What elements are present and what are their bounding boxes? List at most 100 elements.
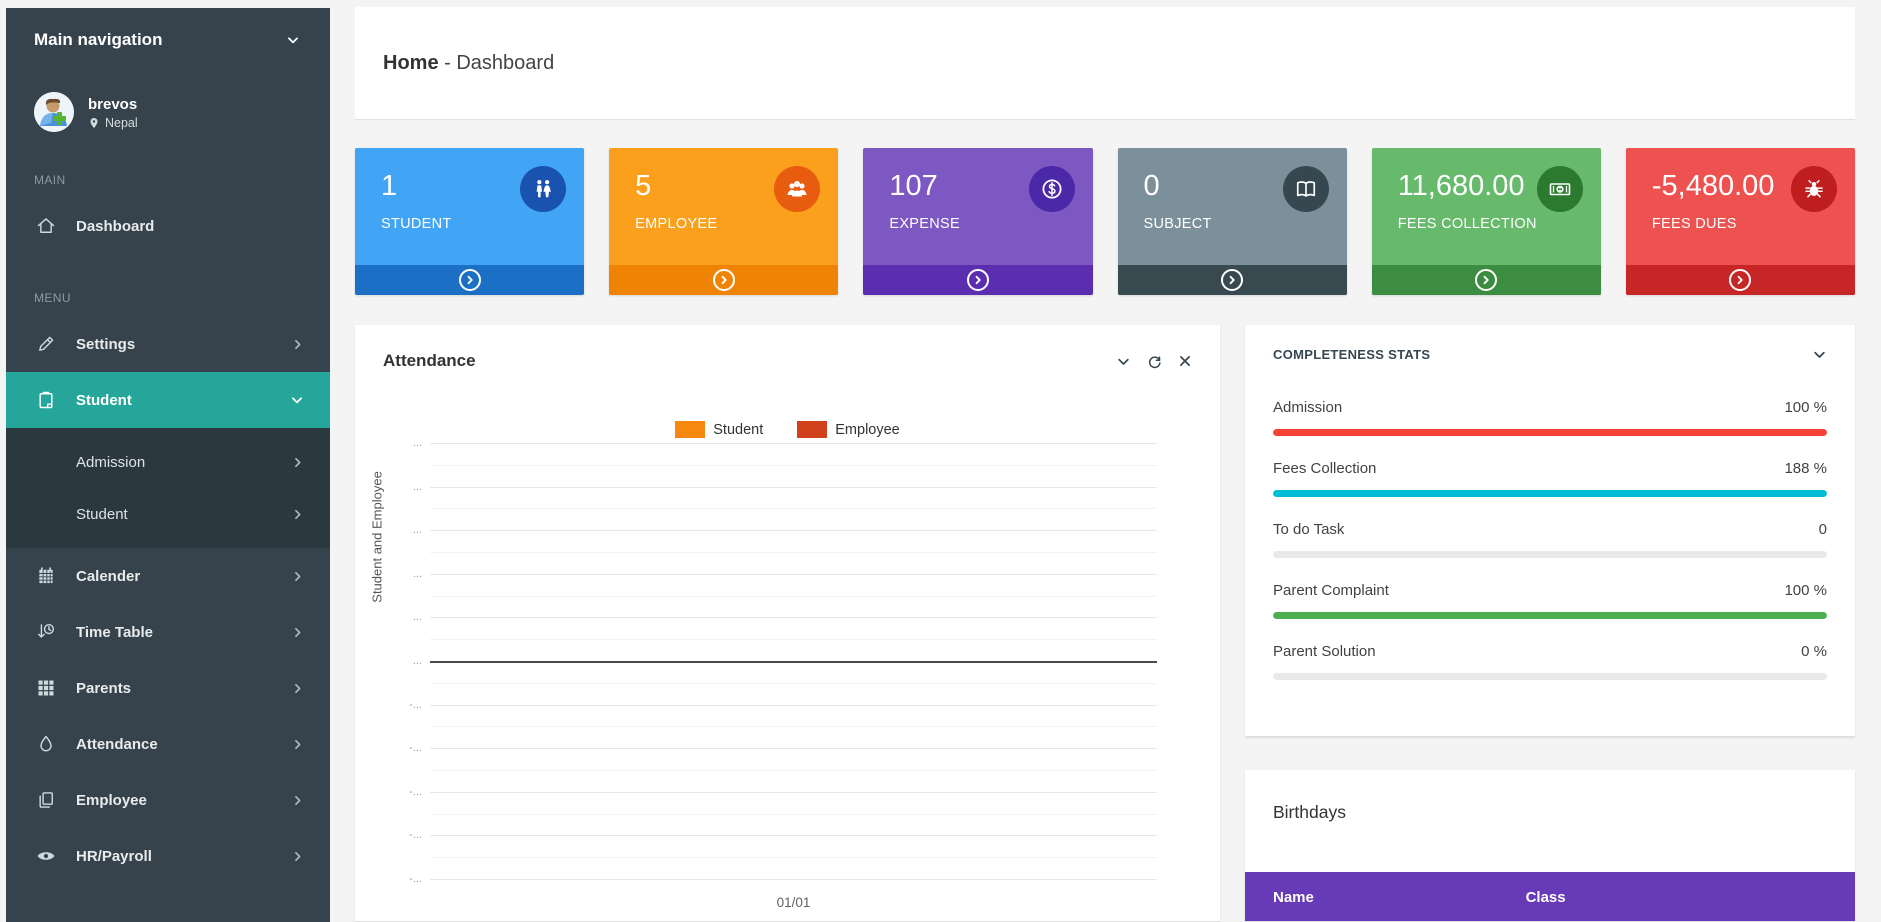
stat-card-more-link[interactable]: [1371, 265, 1601, 295]
breadcrumb: Home - Dashboard: [383, 52, 554, 75]
sidebar: Main navigation brevos: [6, 8, 330, 922]
stat-label: EXPENSE: [889, 216, 960, 232]
legend-label: Employee: [835, 421, 900, 438]
refresh-icon[interactable]: [1147, 354, 1162, 369]
sidebar-section-label: MENU: [34, 291, 71, 305]
arrow-right-circle-icon: [712, 269, 735, 291]
sidebar-item-label: Attendance: [76, 735, 158, 753]
chart-gridline: [430, 508, 1157, 510]
pencil-icon: [36, 333, 58, 355]
stat-cards-row: 1 STUDENT 5 EMPLOYEE 107 EXPENSE 0 SUBJECT 11,68…: [355, 148, 1856, 295]
droplet-icon: [36, 733, 58, 755]
chevron-right-icon: [291, 738, 304, 751]
legend-swatch: [675, 421, 706, 438]
progress-bar: [1273, 490, 1827, 497]
arrow-right-circle-icon: [1475, 269, 1498, 291]
attendance-panel: Attendance Student Employee 01/01 .......…: [355, 325, 1220, 922]
chevron-down-icon: [290, 393, 304, 407]
legend-item-employee[interactable]: Employee: [797, 421, 900, 438]
close-icon[interactable]: [1178, 354, 1192, 369]
stat-card-more-link[interactable]: [1625, 265, 1856, 295]
arrow-right-circle-icon: [966, 269, 989, 291]
sidebar-item-label: Calender: [76, 567, 141, 585]
birthdays-column-class: Class: [1525, 888, 1566, 906]
sidebar-subitem-student[interactable]: Student: [6, 488, 330, 540]
chart-gridline: [430, 464, 1157, 466]
completeness-label: Parent Complaint: [1273, 582, 1389, 599]
sidebar-item-time-table[interactable]: Time Table: [6, 604, 330, 660]
collapse-chevron-icon[interactable]: [1116, 354, 1131, 369]
banknote-icon: [1536, 166, 1583, 212]
stat-card-more-link[interactable]: [609, 265, 839, 295]
user-location: Nepal: [105, 116, 138, 131]
completeness-value: 188 %: [1784, 460, 1827, 477]
sidebar-item-settings[interactable]: Settings: [6, 316, 330, 372]
y-axis-tick-label: -...: [409, 742, 422, 755]
sidebar-item-attendance[interactable]: Attendance: [6, 716, 330, 772]
y-axis-tick-label: ...: [412, 480, 422, 493]
stat-value: 0: [1143, 170, 1160, 202]
chart-gridline: [430, 682, 1157, 684]
sidebar-item-student[interactable]: Student: [6, 372, 330, 428]
pages-icon: [36, 789, 58, 811]
legend-label: Student: [713, 421, 764, 438]
calendar-icon: [36, 565, 58, 587]
progress-bar: [1273, 673, 1827, 680]
completeness-row-to-do-task: To do Task 0: [1273, 521, 1827, 558]
chart-gridline: [430, 770, 1157, 771]
sidebar-subitem-label: Student: [76, 505, 128, 523]
chart-gridline: [430, 443, 1157, 444]
sidebar-item-label: Dashboard: [76, 217, 155, 235]
sidebar-subitem-label: Admission: [76, 453, 146, 471]
stat-label: FEES COLLECTION: [1397, 216, 1537, 232]
avatar[interactable]: [34, 92, 74, 132]
sidebar-item-label: Parents: [76, 679, 132, 697]
sidebar-item-parents[interactable]: Parents: [6, 660, 330, 716]
sidebar-item-label: Settings: [76, 335, 136, 353]
completeness-row-fees-collection: Fees Collection 188 %: [1273, 460, 1827, 497]
legend-swatch: [797, 421, 828, 438]
legend-item-student[interactable]: Student: [675, 421, 763, 438]
grid-icon: [36, 677, 58, 699]
completeness-row-parent-complaint: Parent Complaint 100 %: [1273, 582, 1827, 619]
stat-card-more-link[interactable]: [1117, 265, 1347, 295]
chart-gridline: [430, 704, 1157, 706]
sidebar-item-employee[interactable]: Employee: [6, 772, 330, 828]
completeness-label: Parent Solution: [1273, 643, 1376, 660]
home-icon: [36, 215, 58, 237]
users-group-icon: [774, 166, 821, 212]
birthdays-panel: Birthdays Name Class: [1245, 770, 1855, 922]
chevron-right-icon: [291, 508, 304, 521]
stat-value: 5: [635, 170, 652, 202]
location-pin-icon: [88, 116, 100, 130]
clipboard-icon: [36, 389, 58, 411]
chart-gridline: [430, 813, 1157, 815]
stat-card-fees-dues: -5,480.00 FEES DUES: [1625, 148, 1856, 295]
y-axis-tick-label: -...: [409, 829, 422, 842]
sidebar-item-dashboard[interactable]: Dashboard: [6, 198, 330, 254]
chevron-down-icon[interactable]: [1812, 347, 1827, 362]
sidebar-title-bar[interactable]: Main navigation: [6, 8, 330, 72]
chevron-right-icon: [291, 850, 304, 863]
y-axis-tick-label: -...: [409, 873, 422, 885]
sidebar-item-calender[interactable]: Calender: [6, 548, 330, 604]
sidebar-item-hr-payroll[interactable]: HR/Payroll: [6, 828, 330, 884]
stat-card-more-link[interactable]: [863, 265, 1093, 295]
chart-zero-line: [430, 661, 1157, 663]
stat-card-fees-collection: 11,680.00 FEES COLLECTION: [1371, 148, 1601, 295]
chart-gridline: [430, 791, 1157, 793]
dollar-circle-icon: [1028, 166, 1075, 212]
stat-card-student: 1 STUDENT: [355, 148, 585, 295]
sidebar-subitem-admission[interactable]: Admission: [6, 436, 330, 488]
stat-value: 11,680.00: [1397, 170, 1525, 202]
stat-card-more-link[interactable]: [355, 265, 585, 295]
stat-card-employee: 5 EMPLOYEE: [609, 148, 839, 295]
breadcrumb-home[interactable]: Home: [383, 51, 439, 74]
completeness-row-admission: Admission 100 %: [1273, 399, 1827, 436]
attendance-chart: 01/01 .................. -... -... -... -...…: [409, 437, 1157, 910]
chevron-right-icon: [291, 626, 304, 639]
birthdays-column-name: Name: [1273, 888, 1314, 906]
chart-legend: Student Employee: [355, 421, 1220, 438]
y-axis-tick-label: ...: [412, 524, 422, 537]
progress-bar: [1273, 612, 1827, 619]
